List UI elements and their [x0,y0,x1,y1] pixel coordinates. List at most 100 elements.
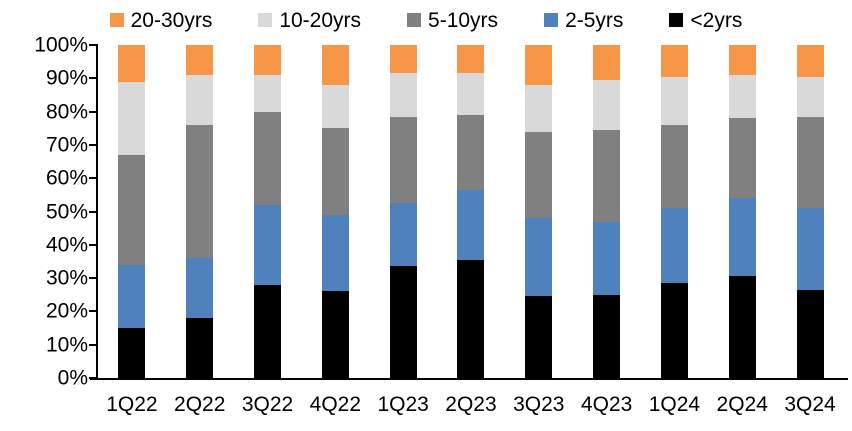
bar-segment-10-20yrs [525,84,553,132]
bar-segment-5-10yrs [321,128,349,215]
y-tick-mark [89,177,97,180]
bar-segment-<2yrs [321,291,349,378]
stacked-bar-3Q22 [254,45,282,378]
bar-column-4Q23 [573,45,641,378]
chart-legend: 20-30yrs 10-20yrs 5-10yrs 2-5yrs <2yrs [0,6,852,34]
bar-segment-<2yrs [186,318,214,378]
x-axis-line [90,378,848,380]
bar-segment-20-30yrs [796,45,824,77]
x-axis-label: 2Q22 [174,393,226,416]
y-tick-mark [89,210,97,213]
y-tick-mark [89,310,97,313]
legend-label: <2yrs [690,8,743,32]
bar-segment-2-5yrs [796,208,824,290]
bar-column-2Q23 [437,45,505,378]
bar-column-2Q24 [708,45,776,378]
legend-label: 20-30yrs [130,8,213,32]
legend-swatch-icon [544,13,559,27]
plot-area [98,45,844,378]
x-axis-label: 3Q24 [784,393,836,416]
bar-segment-10-20yrs [321,84,349,129]
legend-swatch-icon [258,13,273,27]
bar-segment-20-30yrs [321,45,349,85]
stacked-bar-1Q22 [118,45,146,378]
x-axis-labels: 1Q22 2Q22 3Q22 4Q22 1Q23 2Q23 3Q23 4Q23 1Q24 2Q24… [98,393,844,416]
bar-column-1Q23 [369,45,437,378]
y-tick-mark [89,243,97,246]
bar-segment-20-30yrs [728,45,756,75]
y-tick-label: 30% [45,266,88,290]
x-axis-label: 1Q22 [106,393,158,416]
stacked-bar-4Q23 [593,45,621,378]
bar-segment-5-10yrs [389,116,417,204]
bar-segment-20-30yrs [389,45,417,74]
bar-segment-10-20yrs [186,75,214,125]
bar-segment-<2yrs [118,328,146,378]
y-tick-mark [89,277,97,280]
bar-column-4Q22 [301,45,369,378]
legend-swatch-icon [407,13,422,27]
bar-segment-2-5yrs [593,221,621,295]
bar-segment-2-5yrs [118,264,146,329]
bar-segment-20-30yrs [457,45,485,74]
bar-segment-<2yrs [254,284,282,378]
bar-segment-10-20yrs [254,75,282,112]
y-tick-mark [89,343,97,346]
x-axis-label: 3Q22 [241,393,294,416]
bar-segment-2-5yrs [660,208,688,284]
x-axis-label: 1Q23 [377,393,429,416]
y-tick-label: 80% [45,100,88,124]
bar-segment-5-10yrs [186,124,214,259]
y-tick-label: 60% [45,166,88,190]
legend-item: 5-10yrs [407,10,498,31]
y-tick-label: 10% [45,333,88,357]
y-tick-mark [89,110,97,113]
stacked-bar-3Q24 [796,45,824,378]
y-tick-mark [89,44,97,46]
legend-label: 10-20yrs [279,8,362,32]
bar-segment-2-5yrs [254,204,282,285]
y-tick-label: 0% [57,366,88,390]
bar-segment-<2yrs [389,266,417,378]
bar-segment-5-10yrs [118,154,146,265]
stacked-bar-2Q24 [728,45,756,378]
bar-segment-2-5yrs [728,198,756,277]
x-axis-label: 1Q24 [648,393,701,416]
bar-segment-20-30yrs [186,45,214,75]
legend-swatch-icon [109,13,124,27]
bar-column-2Q22 [166,45,234,378]
y-tick-mark [89,143,97,146]
bar-segment-10-20yrs [796,76,824,117]
bar-segment-20-30yrs [593,45,621,80]
bar-segment-<2yrs [593,294,621,378]
bar-column-3Q22 [234,45,302,378]
bar-column-3Q24 [776,45,844,378]
x-axis-label: 3Q23 [513,393,565,416]
stacked-bar-3Q23 [525,45,553,378]
bar-column-3Q23 [505,45,573,378]
bar-segment-<2yrs [457,259,485,378]
legend-label: 2-5yrs [565,8,624,32]
stacked-bar-4Q22 [321,45,349,378]
bar-segment-5-10yrs [796,116,824,209]
bar-segment-20-30yrs [254,45,282,75]
bar-segment-10-20yrs [593,80,621,130]
bar-column-1Q22 [98,45,166,378]
legend-swatch-icon [669,13,684,27]
legend-item: 2-5yrs [544,10,623,31]
bar-segment-<2yrs [728,276,756,378]
legend-label: 5-10yrs [428,8,499,32]
x-axis-label: 4Q23 [580,393,633,416]
bar-segment-20-30yrs [660,45,688,77]
x-axis-label: 2Q23 [445,393,497,416]
y-tick-label: 50% [45,200,88,223]
bar-segment-2-5yrs [321,214,349,292]
bar-segment-2-5yrs [457,189,485,260]
stacked-bar-2Q22 [186,45,214,378]
bar-segment-<2yrs [525,296,553,378]
stacked-bar-1Q23 [389,45,417,378]
bar-segment-10-20yrs [728,75,756,119]
bar-segment-2-5yrs [389,203,417,267]
y-tick-label: 20% [45,299,88,323]
bar-segment-<2yrs [660,283,688,378]
